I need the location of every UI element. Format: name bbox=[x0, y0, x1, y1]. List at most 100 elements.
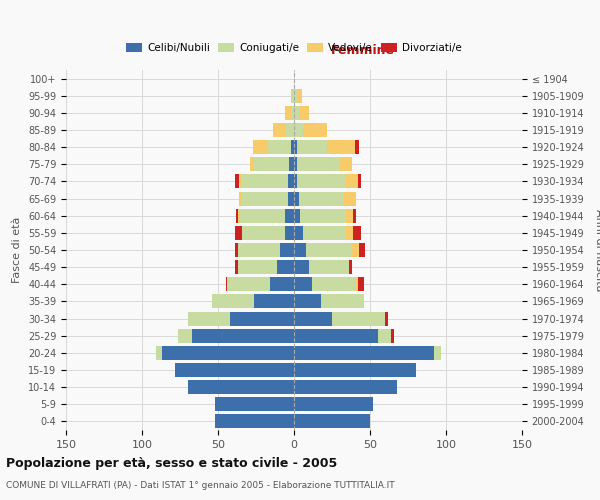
Bar bbox=[238, 260, 277, 274]
Bar bbox=[297, 140, 328, 154]
Bar bbox=[291, 106, 294, 120]
Bar bbox=[303, 226, 346, 240]
Y-axis label: Anni di nascita: Anni di nascita bbox=[594, 209, 600, 291]
Bar bbox=[346, 208, 353, 222]
Legend: Celibi/Nubili, Coniugati/e, Vedovi/e, Divorziati/e: Celibi/Nubili, Coniugati/e, Vedovi/e, Di… bbox=[122, 39, 466, 58]
Bar bbox=[215, 398, 294, 411]
Bar bbox=[280, 243, 294, 257]
Bar bbox=[226, 278, 227, 291]
Bar bbox=[294, 158, 297, 172]
Bar bbox=[299, 192, 344, 205]
Bar bbox=[215, 414, 294, 428]
Bar bbox=[291, 140, 294, 154]
Bar bbox=[235, 174, 239, 188]
Bar bbox=[294, 294, 322, 308]
Bar bbox=[391, 328, 394, 342]
Bar bbox=[291, 88, 292, 102]
Bar bbox=[346, 226, 353, 240]
Bar bbox=[294, 88, 297, 102]
Bar bbox=[349, 260, 352, 274]
Bar bbox=[227, 278, 269, 291]
Bar bbox=[359, 243, 365, 257]
Bar bbox=[328, 140, 355, 154]
Bar bbox=[294, 208, 300, 222]
Bar bbox=[294, 278, 312, 291]
Bar bbox=[434, 346, 442, 360]
Bar bbox=[188, 380, 294, 394]
Bar bbox=[212, 294, 254, 308]
Bar bbox=[294, 226, 303, 240]
Bar bbox=[239, 208, 285, 222]
Bar bbox=[155, 346, 162, 360]
Bar bbox=[192, 328, 294, 342]
Bar bbox=[294, 174, 297, 188]
Bar bbox=[289, 158, 294, 172]
Bar bbox=[312, 278, 355, 291]
Bar bbox=[294, 140, 297, 154]
Bar bbox=[294, 398, 373, 411]
Bar bbox=[294, 414, 370, 428]
Bar bbox=[299, 106, 309, 120]
Bar bbox=[288, 192, 294, 205]
Text: Popolazione per età, sesso e stato civile - 2005: Popolazione per età, sesso e stato civil… bbox=[6, 458, 337, 470]
Bar bbox=[254, 294, 294, 308]
Bar bbox=[353, 226, 361, 240]
Bar bbox=[273, 123, 286, 137]
Bar bbox=[235, 260, 238, 274]
Bar bbox=[294, 106, 299, 120]
Bar bbox=[297, 174, 346, 188]
Bar bbox=[178, 328, 192, 342]
Bar bbox=[236, 208, 238, 222]
Bar bbox=[377, 328, 391, 342]
Bar bbox=[285, 226, 294, 240]
Bar bbox=[235, 226, 242, 240]
Bar bbox=[303, 123, 328, 137]
Bar bbox=[238, 208, 239, 222]
Bar bbox=[352, 243, 359, 257]
Bar bbox=[235, 243, 238, 257]
Bar bbox=[285, 106, 291, 120]
Bar bbox=[242, 174, 288, 188]
Bar bbox=[175, 363, 294, 377]
Bar bbox=[268, 140, 291, 154]
Bar bbox=[162, 346, 294, 360]
Bar bbox=[332, 312, 385, 326]
Bar bbox=[253, 140, 268, 154]
Bar bbox=[230, 312, 294, 326]
Text: Femmine: Femmine bbox=[331, 44, 394, 58]
Bar bbox=[346, 174, 358, 188]
Bar bbox=[358, 278, 364, 291]
Bar bbox=[297, 158, 340, 172]
Bar bbox=[254, 158, 289, 172]
Bar bbox=[292, 88, 294, 102]
Bar bbox=[294, 363, 416, 377]
Bar bbox=[294, 192, 299, 205]
Bar bbox=[344, 192, 356, 205]
Bar bbox=[353, 208, 356, 222]
Bar bbox=[188, 312, 230, 326]
Bar bbox=[238, 243, 280, 257]
Bar bbox=[285, 208, 294, 222]
Bar bbox=[306, 243, 352, 257]
Bar bbox=[286, 123, 294, 137]
Y-axis label: Fasce di età: Fasce di età bbox=[13, 217, 22, 283]
Bar bbox=[297, 88, 302, 102]
Bar bbox=[250, 158, 254, 172]
Bar bbox=[294, 243, 306, 257]
Bar bbox=[300, 208, 346, 222]
Bar bbox=[242, 192, 288, 205]
Bar bbox=[340, 158, 352, 172]
Bar bbox=[385, 312, 388, 326]
Bar bbox=[294, 312, 332, 326]
Bar bbox=[294, 328, 377, 342]
Bar bbox=[294, 346, 434, 360]
Bar bbox=[242, 226, 285, 240]
Bar bbox=[288, 174, 294, 188]
Bar bbox=[294, 380, 397, 394]
Bar bbox=[277, 260, 294, 274]
Bar bbox=[309, 260, 349, 274]
Bar bbox=[322, 294, 364, 308]
Bar bbox=[269, 278, 294, 291]
Bar bbox=[355, 140, 359, 154]
Text: COMUNE DI VILLAFRATI (PA) - Dati ISTAT 1° gennaio 2005 - Elaborazione TUTTITALIA: COMUNE DI VILLAFRATI (PA) - Dati ISTAT 1… bbox=[6, 481, 395, 490]
